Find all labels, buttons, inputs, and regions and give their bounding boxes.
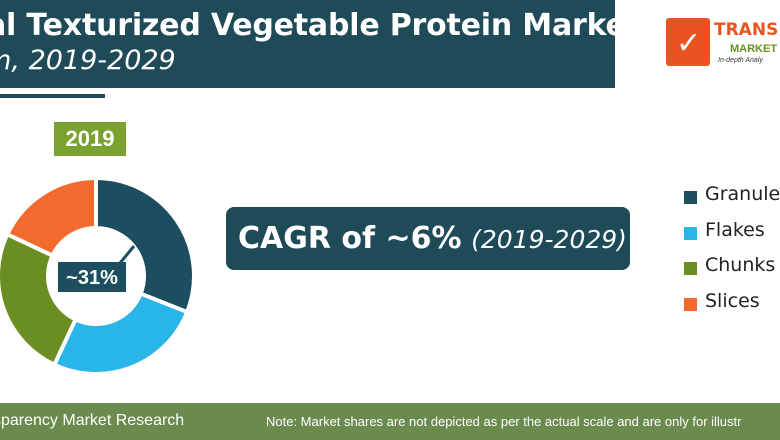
footer-bar: sparency Market Research Note: Market sh…: [0, 403, 780, 440]
donut-slice-chunks: [0, 231, 79, 368]
cagr-period: (2019-2029): [471, 225, 627, 254]
donut-slice-slices: [4, 175, 98, 259]
year-badge: 2019: [54, 122, 126, 156]
legend-swatch: [684, 226, 697, 240]
legend-swatch: [684, 297, 697, 311]
logo-mark: ✓: [666, 18, 710, 66]
legend-swatch: [684, 262, 697, 275]
center-label: ~31%: [66, 267, 118, 289]
company-logo: ✓ TRANS MARKET In-depth Analy: [666, 18, 780, 70]
page-title: al Texturized Vegetable Protein Market: [0, 8, 615, 43]
title-underline: [0, 88, 105, 102]
legend-label: Granules: [705, 183, 780, 205]
center-label-box: [58, 262, 126, 292]
cagr-box: CAGR of ~6% (2019-2029): [226, 207, 630, 270]
footer-note: Note: Market shares are not depicted as …: [266, 414, 742, 429]
legend-label: Chunks: [705, 254, 776, 276]
legend-swatch: [684, 191, 697, 204]
checkmark-icon: ✓: [676, 26, 702, 61]
donut-slice-flakes: [51, 291, 190, 376]
logo-text-line1: TRANS: [714, 20, 779, 40]
legend-label: Slices: [705, 289, 760, 312]
logo-text-line2: MARKET: [730, 43, 778, 55]
logo-tagline: In-depth Analy: [718, 57, 763, 64]
footer-source: sparency Market Research: [0, 412, 185, 429]
cagr-value: CAGR of ~6%: [238, 221, 462, 256]
legend-label: Flakes: [705, 218, 765, 241]
header-banner: al Texturized Vegetable Protein Market r…: [0, 0, 615, 88]
page-subtitle: rm, 2019-2029: [0, 45, 176, 76]
donut-slice-granules: [94, 175, 196, 315]
donut-chart: ~31%: [0, 175, 196, 376]
